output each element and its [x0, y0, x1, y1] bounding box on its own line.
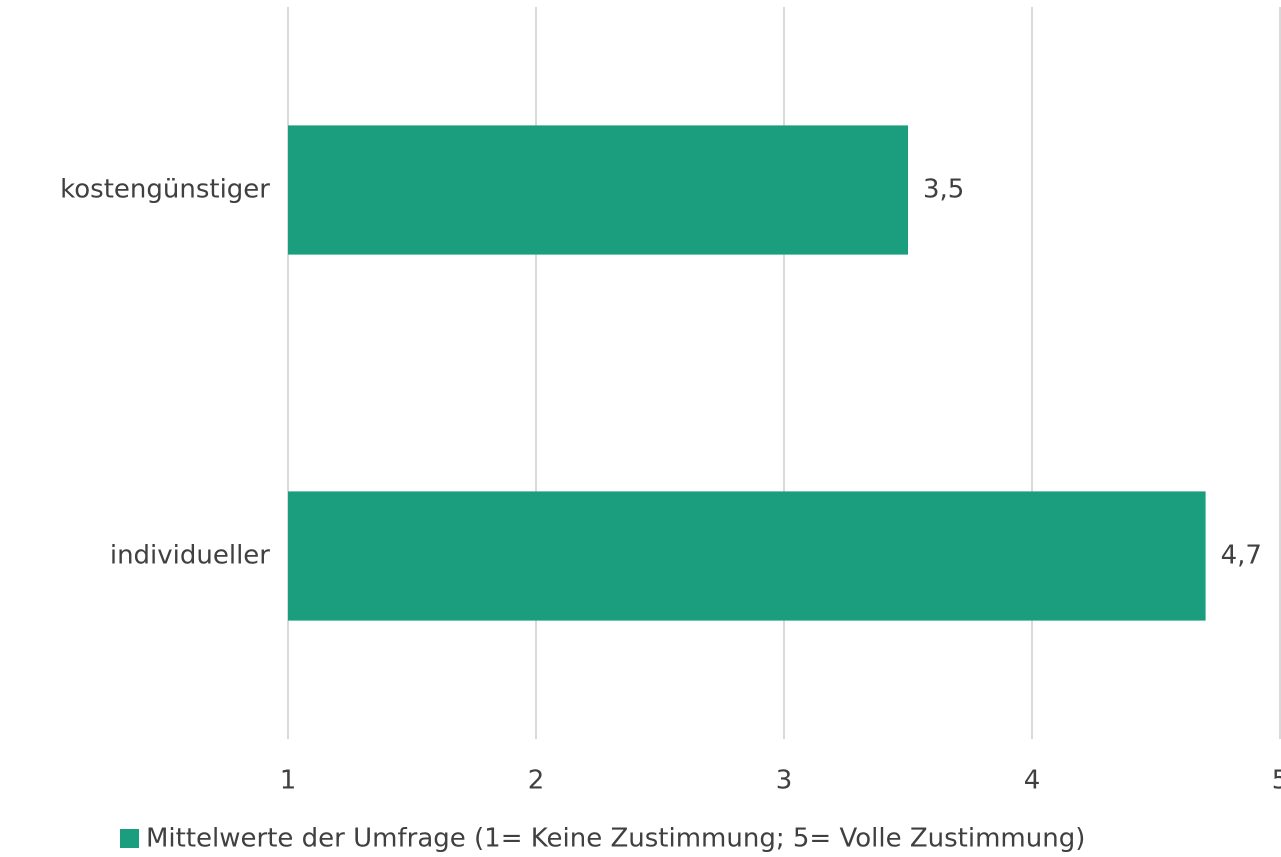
data-label: 3,5: [923, 175, 964, 205]
x-tick-label: 3: [776, 766, 793, 796]
y-tick-label: individueller: [110, 541, 270, 571]
x-tick-label: 1: [280, 766, 297, 796]
bar: [288, 125, 908, 255]
x-tick-label: 2: [528, 766, 545, 796]
legend-swatch: [120, 829, 139, 848]
x-tick-label: 4: [1024, 766, 1041, 796]
bar: [288, 491, 1206, 621]
legend-label: Mittelwerte der Umfrage (1= Keine Zustim…: [146, 824, 1085, 854]
x-tick-label: 5: [1272, 766, 1281, 796]
y-tick-label: kostengünstiger: [60, 175, 270, 205]
data-label: 4,7: [1221, 541, 1262, 571]
